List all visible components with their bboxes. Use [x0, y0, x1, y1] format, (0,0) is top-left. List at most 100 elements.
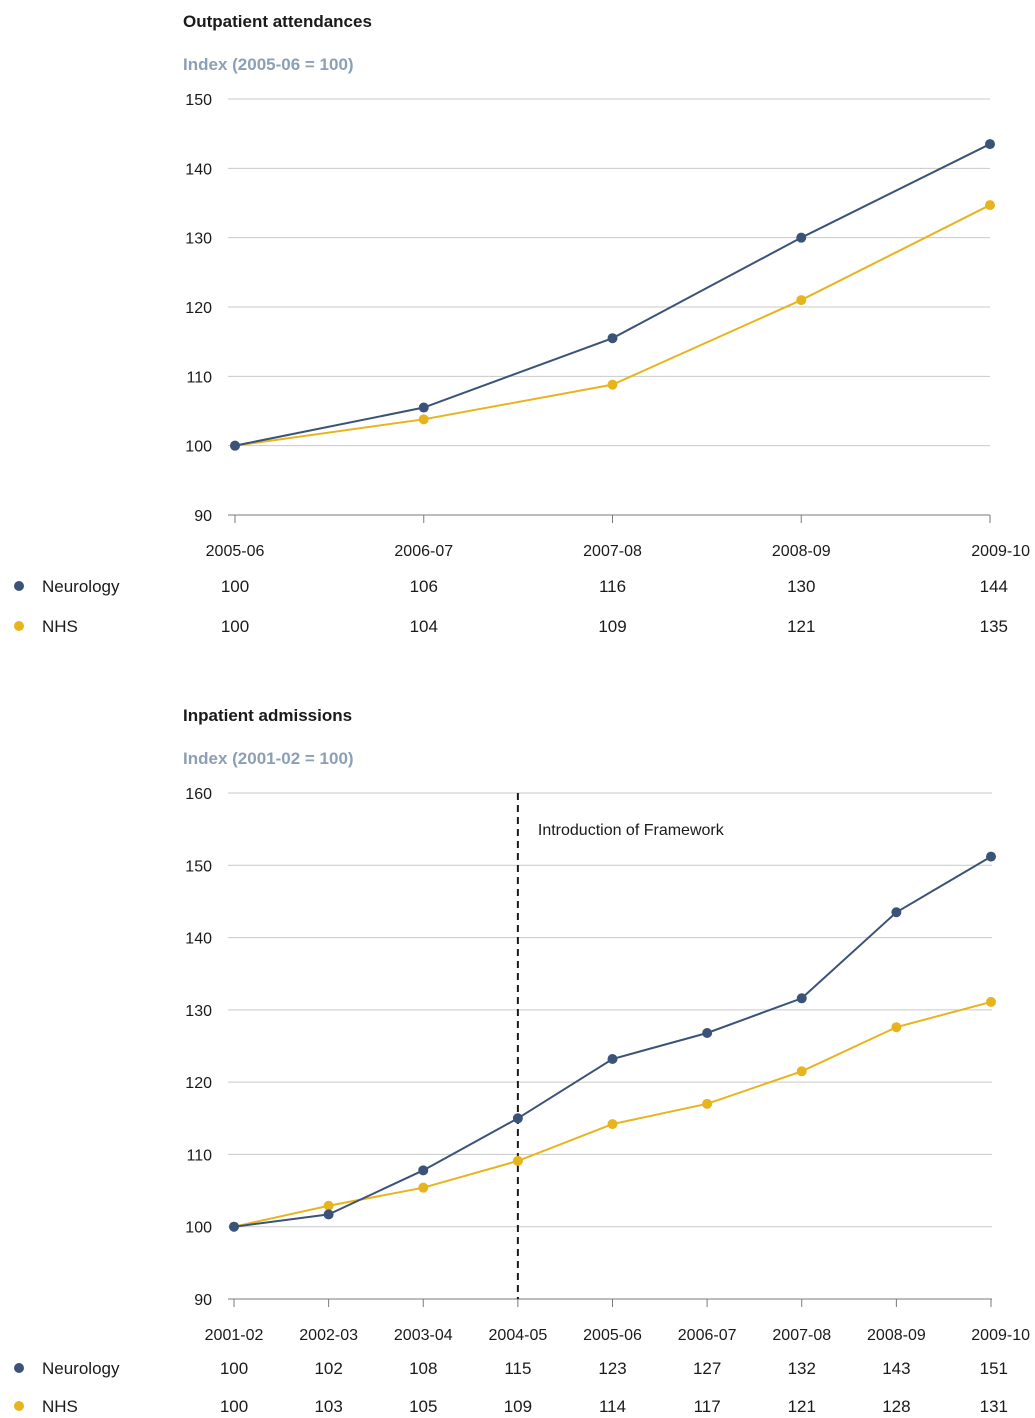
data-point-neurology [229, 1221, 239, 1232]
data-point-nhs [512, 1155, 523, 1166]
table-cell-nhs: 121 [787, 617, 815, 636]
table-cell-nhs: 109 [504, 1397, 532, 1416]
table-cell-neurology: 116 [599, 577, 626, 596]
x-tick-label: 2005-06 [206, 543, 265, 560]
data-point-neurology [607, 1054, 618, 1065]
legend-label-nhs: NHS [42, 617, 78, 636]
table-cell-neurology: 115 [504, 1359, 531, 1378]
data-point-nhs [323, 1200, 334, 1211]
series-line-nhs [233, 1000, 992, 1228]
x-tick-label: 2009-10 [971, 1327, 1030, 1344]
data-point-nhs [607, 1119, 618, 1130]
y-tick-label: 130 [185, 1003, 212, 1020]
data-point-nhs [418, 1182, 429, 1193]
chart-title: Inpatient admissions [183, 706, 352, 725]
x-tick-label: 2006-07 [394, 543, 453, 560]
table-cell-neurology: 108 [409, 1359, 437, 1378]
y-tick-label: 90 [194, 1292, 212, 1309]
data-point-neurology [418, 1165, 429, 1176]
y-tick-label: 130 [185, 231, 212, 248]
series-line-neurology [234, 143, 991, 447]
data-point-nhs [985, 200, 995, 211]
data-point-nhs [702, 1098, 713, 1109]
data-point-neurology [702, 1027, 713, 1038]
data-point-nhs [986, 996, 996, 1007]
data-point-neurology [512, 1113, 523, 1124]
table-cell-nhs: 135 [980, 617, 1008, 636]
x-tick-label: 2006-07 [678, 1327, 737, 1344]
y-tick-label: 110 [186, 1147, 212, 1164]
x-tick-label: 2007-08 [772, 1327, 831, 1344]
data-point-nhs [796, 1066, 807, 1077]
y-tick-label: 120 [185, 1075, 212, 1092]
legend-label-nhs: NHS [42, 1397, 78, 1416]
y-tick-label: 100 [185, 439, 212, 456]
table-cell-neurology: 151 [980, 1359, 1008, 1378]
legend-marker-nhs [14, 621, 24, 631]
legend-label-neurology: Neurology [42, 577, 120, 596]
table-cell-nhs: 117 [694, 1397, 721, 1416]
legend-marker-neurology [14, 581, 24, 591]
y-tick-label: 160 [185, 786, 212, 803]
y-tick-label: 100 [185, 1220, 212, 1237]
x-tick-label: 2008-09 [772, 543, 831, 560]
table-cell-nhs: 128 [882, 1397, 910, 1416]
table-cell-neurology: 127 [693, 1359, 721, 1378]
framework-annotation: Introduction of Framework [538, 822, 725, 839]
table-cell-neurology: 144 [980, 577, 1008, 596]
table-cell-nhs: 114 [599, 1397, 626, 1416]
y-tick-label: 150 [185, 92, 212, 109]
chart-1: Outpatient attendances Index (2005-06 = 1… [14, 12, 1030, 636]
table-cell-nhs: 104 [410, 617, 438, 636]
table-cell-neurology: 100 [221, 577, 249, 596]
table-cell-nhs: 109 [598, 617, 626, 636]
data-point-neurology [891, 907, 902, 918]
data-point-neurology [418, 402, 429, 413]
y-tick-label: 140 [185, 931, 212, 948]
legend-label-neurology: Neurology [42, 1359, 120, 1378]
table-cell-neurology: 123 [598, 1359, 626, 1378]
y-tick-label: 150 [185, 858, 212, 875]
table-cell-neurology: 132 [788, 1359, 816, 1378]
x-tick-label: 2004-05 [489, 1327, 548, 1344]
table-cell-neurology: 130 [787, 577, 815, 596]
table-cell-neurology: 143 [882, 1359, 910, 1378]
y-tick-label: 110 [186, 369, 212, 386]
table-cell-nhs: 100 [220, 1397, 248, 1416]
y-tick-label: 140 [185, 161, 212, 178]
table-cell-neurology: 100 [220, 1359, 248, 1378]
data-point-nhs [418, 414, 429, 425]
data-point-nhs [891, 1022, 902, 1033]
x-tick-label: 2009-10 [971, 543, 1030, 560]
data-point-neurology [986, 851, 996, 862]
chart-title: Outpatient attendances [183, 12, 372, 31]
table-cell-nhs: 100 [221, 617, 249, 636]
x-tick-label: 2002-03 [299, 1327, 358, 1344]
table-cell-nhs: 103 [314, 1397, 342, 1416]
table-cell-neurology: 102 [314, 1359, 342, 1378]
y-tick-label: 120 [185, 300, 212, 317]
y-tick-label: 90 [194, 508, 212, 525]
series-line-nhs [234, 204, 991, 447]
data-point-neurology [607, 333, 618, 344]
table-cell-nhs: 121 [788, 1397, 816, 1416]
series-line-neurology [233, 855, 992, 1228]
x-tick-label: 2005-06 [583, 1327, 642, 1344]
x-tick-label: 2001-02 [205, 1327, 264, 1344]
chart-2: Inpatient admissions Index (2001-02 = 100… [14, 706, 1030, 1416]
data-point-neurology [230, 440, 240, 451]
data-point-neurology [985, 139, 995, 150]
table-cell-nhs: 105 [409, 1397, 437, 1416]
y-axis-label: Index (2005-06 = 100) [183, 55, 354, 74]
table-cell-nhs: 131 [980, 1397, 1008, 1416]
legend-marker-neurology [14, 1363, 24, 1373]
data-point-neurology [796, 232, 807, 243]
y-axis-label: Index (2001-02 = 100) [183, 749, 354, 768]
legend-marker-nhs [14, 1401, 24, 1411]
x-tick-label: 2008-09 [867, 1327, 926, 1344]
data-point-nhs [796, 295, 807, 306]
data-point-nhs [607, 379, 618, 390]
x-tick-label: 2003-04 [394, 1327, 453, 1344]
data-point-neurology [323, 1209, 334, 1220]
